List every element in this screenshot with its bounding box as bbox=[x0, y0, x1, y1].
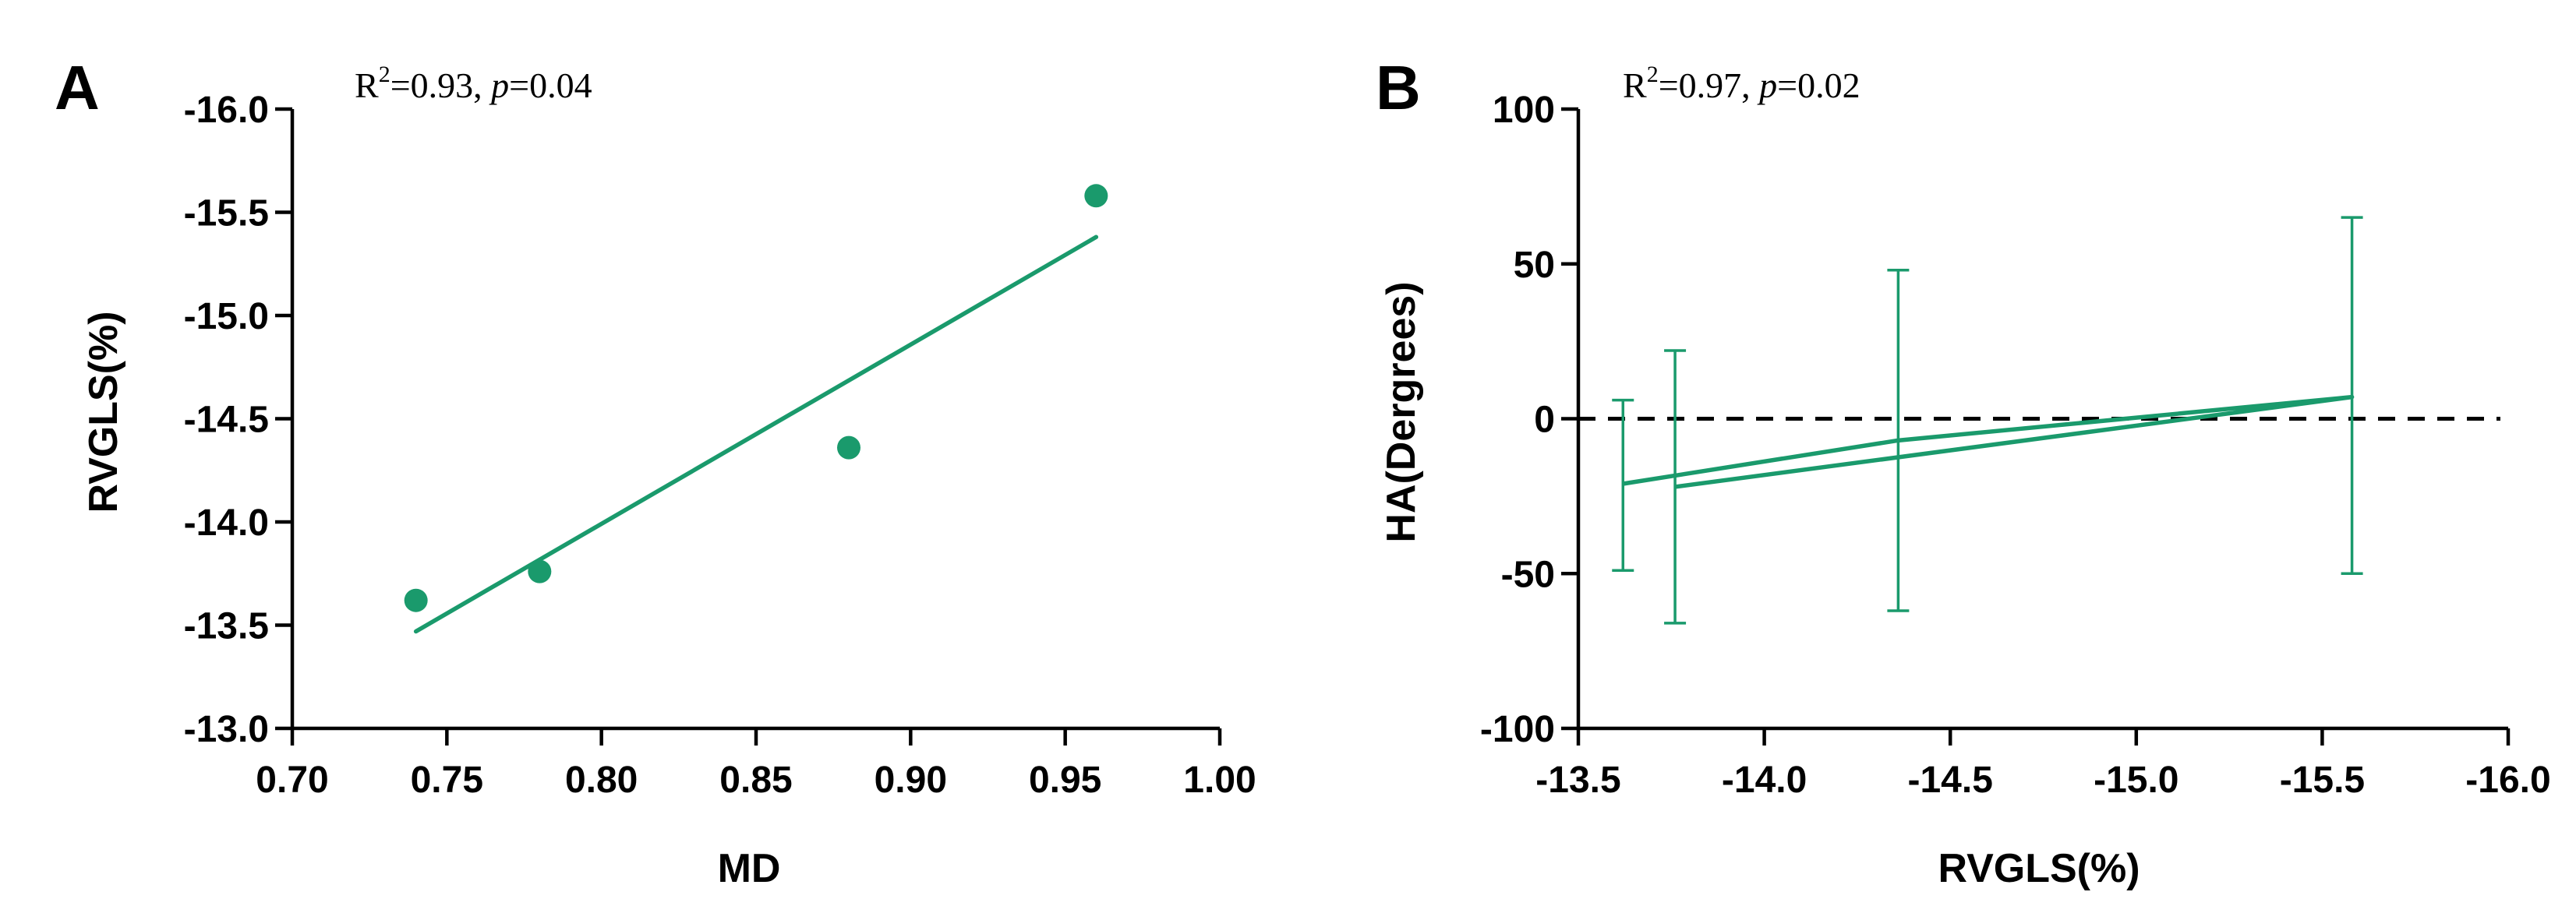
panel-b-y-tick-label: 0 bbox=[1534, 400, 1555, 441]
panel-a-data-point bbox=[837, 435, 860, 460]
panel-a-y-axis-title: RVGLS(%) bbox=[81, 311, 126, 513]
panel-a-y-tick-label: -15.5 bbox=[184, 193, 269, 234]
panel-a-data-point bbox=[1084, 184, 1108, 208]
panel-a-y-tick-label: -13.5 bbox=[184, 606, 269, 647]
panel-a-x-axis-title: MD bbox=[718, 846, 781, 891]
panel-a-x-tick-label: 1.00 bbox=[1183, 760, 1256, 801]
panel-a-y-tick-label: -16.0 bbox=[184, 90, 269, 131]
panel-a-x-tick-label: 0.95 bbox=[1029, 760, 1101, 801]
panel-a-x-tick-label: 0.70 bbox=[256, 760, 328, 801]
panel-b-stats: R2=0.97, p=0.02 bbox=[1623, 62, 1860, 105]
panel-b-y-tick-label: -100 bbox=[1480, 709, 1555, 750]
panel-b-x-tick-label: -15.5 bbox=[2280, 760, 2365, 801]
panel-b-x-tick-label: -15.0 bbox=[2094, 760, 2178, 801]
panel-a-data-point bbox=[528, 559, 552, 583]
panel-b: B R2=0.97, p=0.02 -100 -50 0 50 100 -13.5 -14.… bbox=[1376, 53, 2551, 891]
panel-b-y-tick-label: 50 bbox=[1514, 245, 1555, 286]
panel-a-y-tick-label: -15.0 bbox=[184, 296, 269, 337]
panel-a-x-tick-label: 0.75 bbox=[411, 760, 483, 801]
panel-b-x-tick-label: -13.5 bbox=[1535, 760, 1620, 801]
panel-a-y-tick-label: -13.0 bbox=[184, 709, 269, 750]
panel-a-x-tick-label: 0.85 bbox=[719, 760, 792, 801]
panel-a-y-tick-label: -14.0 bbox=[184, 502, 269, 544]
panel-a-letter: A bbox=[55, 53, 100, 122]
panel-a-fit-line bbox=[413, 234, 1099, 634]
panel-b-y-tick-label: -50 bbox=[1501, 554, 1555, 595]
panel-b-series-line bbox=[1622, 394, 2355, 489]
panel-a-x-tick-label: 0.90 bbox=[875, 760, 947, 801]
panel-b-x-tick-label: -14.5 bbox=[1907, 760, 1992, 801]
panel-b-y-tick-label: 100 bbox=[1493, 90, 1555, 131]
panel-b-x-axis-title: RVGLS(%) bbox=[1938, 846, 2140, 891]
panel-a-stats: R2=0.93, p=0.04 bbox=[355, 62, 592, 105]
panel-b-letter: B bbox=[1376, 53, 1421, 122]
panel-a-x-tick-label: 0.80 bbox=[565, 760, 638, 801]
panel-a-data-point bbox=[404, 588, 428, 612]
panel-b-x-tick-label: -14.0 bbox=[1722, 760, 1807, 801]
panel-b-x-tick-label: -16.0 bbox=[2465, 760, 2550, 801]
panel-a-y-tick-label: -14.5 bbox=[184, 400, 269, 441]
panel-b-y-axis-title: HA(Dergrees) bbox=[1379, 281, 1424, 542]
panel-a: A R2=0.93, p=0.04 -13.0 -13.5 -14.0 -14.5 -1… bbox=[55, 53, 1256, 891]
